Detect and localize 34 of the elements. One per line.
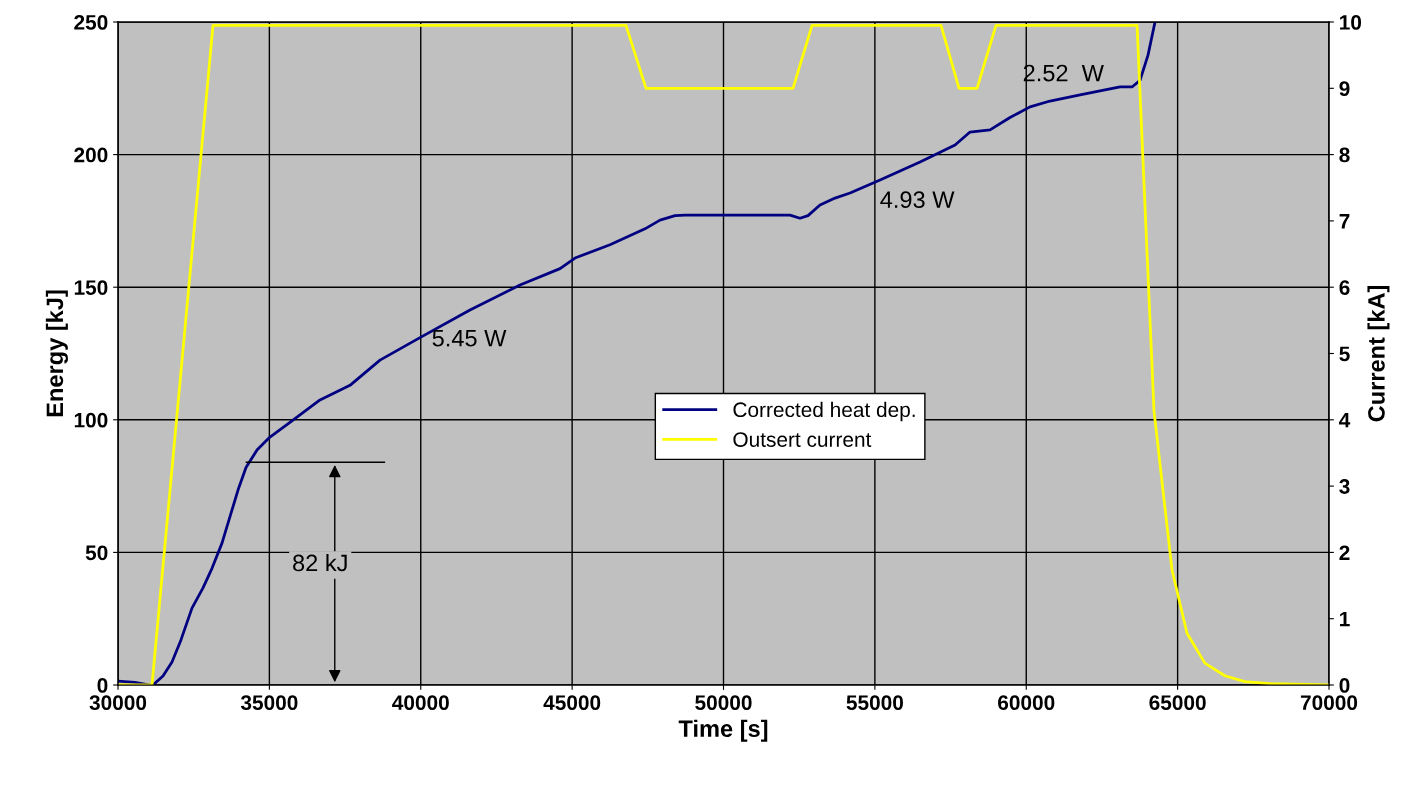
y-tick-label: 250 <box>74 15 108 30</box>
x-tick-label: 60000 <box>998 695 1055 711</box>
x-tick-label: 45000 <box>543 695 601 711</box>
y2-tick-label: 9 <box>1339 81 1350 97</box>
x-tick-label: 30000 <box>89 695 147 711</box>
y2-tick-label: 10 <box>1340 15 1362 30</box>
y2-tick-label: 3 <box>1339 479 1350 494</box>
y2-tick-label: 1 <box>1340 611 1350 627</box>
y2-tick-label: 4 <box>1339 413 1351 428</box>
y2-tick-label: 7 <box>1339 214 1350 229</box>
x-tick-label: 40000 <box>392 695 449 711</box>
y-tick-label: 200 <box>74 147 108 163</box>
annotation: 4.93 W <box>880 191 955 209</box>
x-tick-label: 55000 <box>846 695 903 711</box>
y-tick-label: 0 <box>97 678 108 693</box>
legend-label: Corrected heat dep. <box>733 401 915 422</box>
y-axis-title: Energy [kJ] <box>45 290 68 417</box>
y2-tick-label: 8 <box>1339 147 1350 163</box>
x-tick-label: 65000 <box>1149 695 1206 711</box>
x-tick-label: 70000 <box>1300 695 1358 711</box>
x-axis-title: Time [s] <box>678 719 768 742</box>
legend-label: Outsert current <box>733 432 872 447</box>
y-tick-label: 150 <box>74 280 108 295</box>
annotation: 82 kJ <box>293 553 347 572</box>
x-tick-label: 50000 <box>695 695 752 711</box>
y2-tick-label: 0 <box>1339 678 1350 693</box>
x-tick-label: 35000 <box>240 695 298 711</box>
y-tick-label: 50 <box>85 545 108 561</box>
y2-tick-label: 5 <box>1339 346 1350 362</box>
annotation: 5.45 W <box>432 330 507 347</box>
y2-tick-label: 6 <box>1339 280 1350 295</box>
y2-tick-label: 2 <box>1339 545 1350 560</box>
y-tick-label: 100 <box>74 412 108 428</box>
y2-axis-title: Current [kA] <box>1367 285 1390 422</box>
